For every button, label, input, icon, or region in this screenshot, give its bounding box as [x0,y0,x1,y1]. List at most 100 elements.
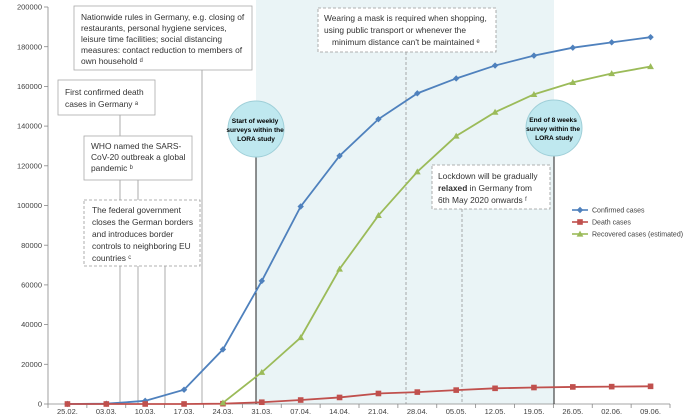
data-point [570,384,576,390]
note-death-line: First confirmed death [65,87,144,97]
data-point [336,265,343,272]
x-tick-label: 02.06. [601,407,622,416]
data-point [219,346,227,353]
note-lockdown-line: Lockdown will be gradually [438,171,538,181]
data-point [492,385,498,392]
note-border-line: The federal government [92,205,182,215]
data-point [608,39,615,46]
data-point [452,75,460,82]
x-tick-label: 07.04. [290,407,311,416]
y-tick-label: 140000 [17,122,42,131]
x-tick-label: 31.03. [251,407,272,416]
data-point [336,152,343,160]
bubble-start-line: LORA study [237,136,275,143]
bubble-end-line: End of 8 weeks [529,117,577,124]
note-rules-line: measures: contact reduction to members o… [81,45,243,55]
svg-text:Wearing a mask is required whe: Wearing a mask is required when shopping… [324,13,489,47]
legend-item: Recovered cases (estimated) [572,230,683,239]
note-mask-line: Wearing a mask is required when shopping… [324,13,487,23]
x-tick-label: 25.02. [57,407,78,416]
series-line [67,36,651,405]
data-point [608,70,616,77]
annotation-border: The federal government closes the German… [83,199,201,267]
y-tick-label: 120000 [17,161,42,170]
x-tick-label: 19.05. [524,407,545,416]
y-axis-ticks: 0 20000 40000 60000 80000 100000 120000 140000 1… [17,3,48,409]
x-tick-label: 24.03. [213,407,234,416]
y-tick-label: 40000 [21,320,42,329]
y-tick-label: 0 [38,400,42,409]
data-point [375,212,382,219]
svg-text:End of 8 weeks survey wi: End of 8 weeks survey within the LORA st… [526,117,582,142]
legend-marker [576,230,584,237]
data-point [375,390,382,397]
data-point [413,168,421,175]
x-tick-label: 09.06. [640,407,661,416]
data-point [608,383,615,390]
data-point [414,90,421,97]
note-who-line: pandemic ᵇ [91,163,133,173]
data-point [180,386,188,393]
bubble-start-line: Start of weekly [232,118,279,125]
annotation-lockdown: Lockdown will be gradually relaxed in Ge… [431,164,551,210]
data-point [375,115,382,123]
note-lockdown-bold: relaxed [438,183,467,193]
bubble-end-line: survey within the [526,126,580,133]
data-point [647,33,654,41]
note-border-line: controls to neighboring EU [92,241,191,251]
note-rules-line: leisure time facilities; social distanci… [81,34,222,44]
y-tick-label: 180000 [17,42,42,51]
note-death-line: cases in Germany ᵃ [65,99,139,109]
legend-item: Confirmed cases [572,206,645,215]
note-rules-line: Nationwide rules in Germany, e.g. closin… [81,12,245,22]
svg-text:WHO named the SARS- CoV-: WHO named the SARS- CoV-20 outbreak a gl… [91,141,188,173]
data-point [297,397,304,403]
data-point [181,401,187,407]
annotation-mask: Wearing a mask is required when shopping… [317,7,497,53]
annotation-who: WHO named the SARS- CoV-20 outbreak a gl… [83,135,193,181]
legend-label: Recovered cases (estimated) [592,232,683,239]
y-tick-label: 80000 [21,241,42,250]
data-point [530,52,538,59]
data-point [103,401,110,407]
data-point [64,401,71,407]
note-who-line: CoV-20 outbreak a global [91,152,186,162]
bubble-start-line: surveys within the [226,127,284,134]
series-confirmed-cases [64,33,654,408]
x-tick-label: 21.04. [368,407,389,416]
data-point [414,389,421,395]
series-death-cases [64,383,654,407]
x-tick-label: 14.04. [329,407,350,416]
data-point [530,90,538,97]
data-point [258,368,266,375]
note-border-line: countries ᶜ [92,253,131,263]
note-rules-line: own household ᵈ [81,56,143,66]
data-point [531,384,537,391]
data-point [453,387,459,393]
note-border-line: closes the German borders [92,217,193,227]
svg-text:First confirmed death ca: First confirmed death cases in Germany ᵃ [65,87,146,109]
note-lockdown-line: in Germany from [467,183,532,193]
series-recovered-cases-estimated [219,63,654,406]
legend-label: Confirmed cases [592,208,645,215]
data-point [297,203,304,210]
note-mask-line: minimum distance can't be maintained ᵉ [332,37,480,47]
data-point [259,399,265,406]
note-lockdown-line: 6th May 2020 onwards ᶠ [438,195,527,205]
data-point [336,394,343,401]
data-point [258,277,266,285]
data-point [491,62,499,69]
series-line [222,65,651,404]
legend: Confirmed cases Death cases Recovered case… [572,206,683,239]
note-border-line: and introduces border [92,229,174,239]
bubble-start-survey: Start of weekly surveys within the LORA … [226,100,285,158]
series-layer [64,33,654,408]
note-who-line: WHO named the SARS- [91,141,182,151]
data-point [647,383,654,390]
x-tick-label: 17.03. [174,407,195,416]
x-tick-label: 03.03. [96,407,117,416]
data-point [491,108,499,115]
data-point [452,132,460,139]
svg-text:Nationwide rules in Germany, e: Nationwide rules in Germany, e.g. closin… [81,12,247,66]
